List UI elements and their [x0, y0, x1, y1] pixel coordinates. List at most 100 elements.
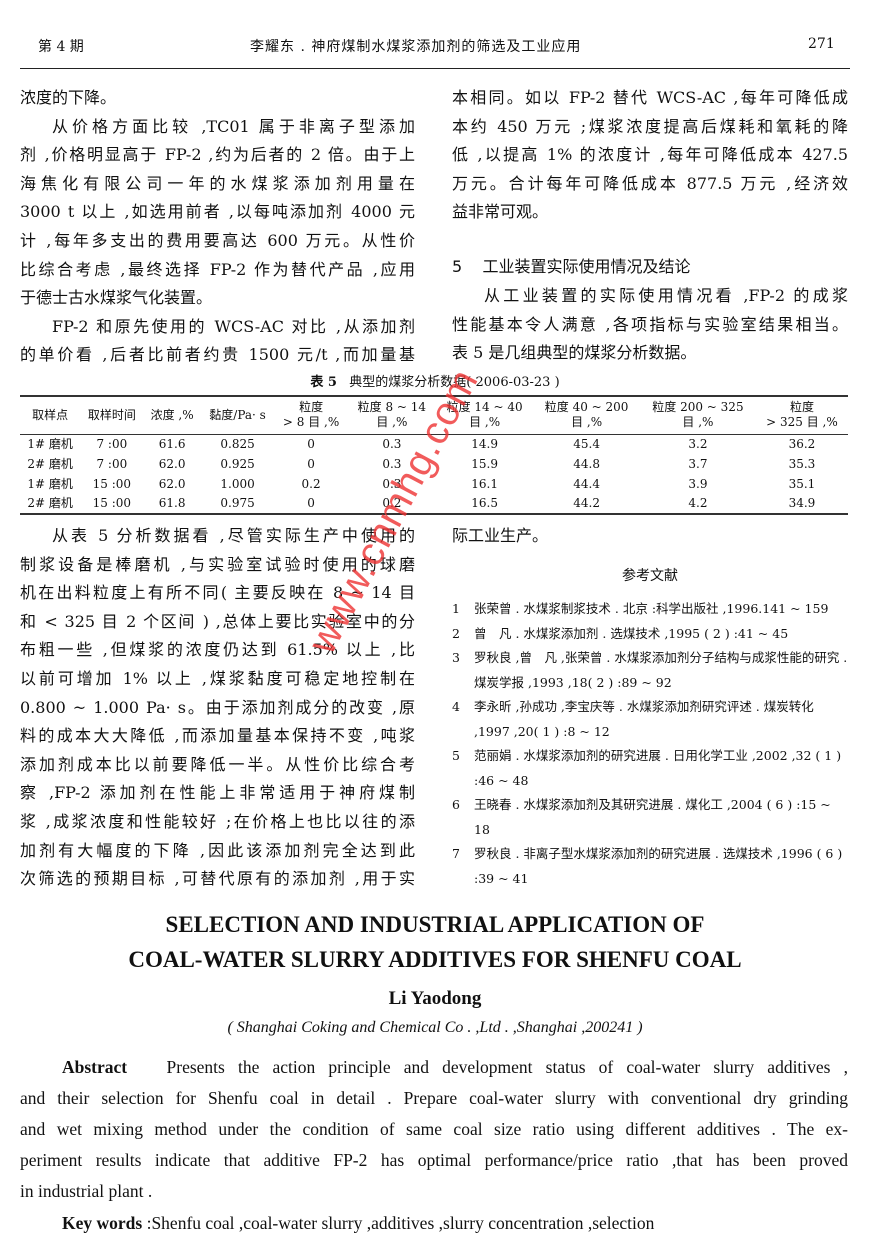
- table-cell: 4.2: [688, 496, 708, 510]
- table-cell: 7 :00: [96, 436, 128, 451]
- english-author: Li Yaodong: [388, 988, 482, 1009]
- table-cell: 14.9: [471, 436, 498, 451]
- table-cell: 2# 磨机: [27, 456, 73, 471]
- coal-slurry-table: 取样点 取样时间 浓度 ,% 黏度/Pa· s 粒度 > 8 目 ,% 粒度 8 ~ 14 目…: [20, 395, 848, 515]
- text-line: 料的成本大大降低 ,而添加量基本保持不变 ,吨浆: [20, 726, 415, 746]
- text-line: 从表 5 分析数据看 ,尽管实际生产中使用的: [52, 526, 415, 545]
- table-cell: 0: [307, 456, 315, 471]
- text-line: 的单价看 ,后者比前者约贵 1500 元/t ,而加量基: [20, 345, 415, 365]
- text-line: 剂 ,价格明显高于 FP-2 ,约为后者的 2 倍。由于上: [20, 145, 415, 165]
- table-cell: 16.1: [471, 476, 498, 491]
- reference-item: 3 罗秋良 ,曾 凡 ,张荣曾 . 水煤浆添加剂分子结构与成浆性能的研究 . 煤炭…: [452, 650, 848, 690]
- table-cell: 7 :00: [96, 456, 128, 471]
- column-header: 粒度 200 ~ 325 目 ,%: [652, 400, 744, 430]
- text-line: 布粗一些 ,但煤浆的浓度仍达到 61.5% 以上 ,比: [20, 640, 415, 660]
- text-line: 次筛选的预期目标 ,可替代原有的添加剂 ,用于实: [20, 869, 415, 889]
- reference-item: 1 张荣曾 . 水煤浆制浆技术 . 北京 :科学出版社 ,1996.141 ~ 1…: [452, 601, 829, 616]
- column-header: 粒度 14 ~ 40 目 ,%: [446, 400, 523, 430]
- running-title: 李耀东 . 神府煤制水煤浆添加剂的筛选及工业应用: [250, 39, 582, 55]
- column-header: 取样时间: [87, 407, 136, 422]
- table-cell: 1# 磨机: [27, 476, 73, 491]
- column-header: 粒度 > 325 目 ,%: [766, 400, 838, 430]
- text-line: 加剂有大幅度的下降 ,因此该添加剂完全达到此: [20, 840, 415, 860]
- table-cell: 3.7: [688, 456, 708, 471]
- table-cell: 62.0: [158, 456, 186, 471]
- text-line: 海焦化有限公司一年的水煤浆添加剂用量在: [20, 173, 415, 193]
- references-title: 参考文献: [622, 568, 678, 584]
- table-cell: 44.2: [573, 496, 600, 510]
- table-cell: 16.5: [471, 496, 498, 510]
- table-cell: 0.3: [382, 456, 402, 471]
- text-line: 性能基本令人满意 ,各项指标与实验室结果相当。: [452, 314, 848, 334]
- table-row: 2# 磨机 15 :00 61.8 0.975 0 0.2 16.5 44.2 4.2 34.9: [20, 494, 848, 514]
- table-cell: 15 :00: [92, 476, 132, 491]
- table-caption: 表 5 典型的煤浆分析数据( 2006-03-23 ): [310, 375, 560, 390]
- left-column-bottom: 从表 5 分析数据看 ,尽管实际生产中使用的制浆设备是棒磨机 ,与实验室试验时使…: [20, 522, 415, 894]
- table-cell: 1# 磨机: [27, 436, 73, 451]
- table-cell: 0.925: [220, 456, 255, 471]
- table-cell: 0.3: [382, 436, 402, 451]
- table-cell: 45.4: [573, 436, 600, 451]
- english-title-line2: COAL-WATER SLURRY ADDITIVES FOR SHENFU C…: [128, 947, 742, 972]
- text-line: 3000 t 以上 ,如选用前者 ,以每吨添加剂 4000 元: [20, 202, 415, 222]
- column-header: 粒度 8 ~ 14 目 ,%: [357, 400, 427, 430]
- text-line: 低 ,以提高 1% 的浓度计 ,每年可降低成本 427.5: [452, 145, 848, 165]
- english-keywords: Key words :Shenfu coal ,coal-water slurr…: [62, 1213, 655, 1233]
- reference-item: 7 罗秋良 . 非离子型水煤浆添加剂的研究进展 . 选煤技术 ,1996 ( 6 …: [452, 846, 843, 886]
- text-line: 和 < 325 目 2 个区间 ) ,总体上要比实验室中的分: [20, 611, 415, 631]
- table-cell: 1.000: [220, 476, 255, 491]
- reference-item: 5 范丽娟 . 水煤浆添加剂的研究进展 . 日用化学工业 ,2002 ,32 ( …: [452, 748, 842, 788]
- table-cell: 15 :00: [92, 496, 132, 510]
- text-line: 添加剂成本比以前要降低一半。从性价比综合考: [20, 754, 415, 774]
- text-line: 浓度的下降。: [20, 88, 117, 107]
- section-5-body: 从工业装置的实际使用情况看 ,FP-2 的成浆性能基本令人满意 ,各项指标与实验…: [452, 282, 848, 368]
- table-cell: 0.3: [382, 476, 402, 491]
- right-column-bottom: 际工业生产。: [452, 526, 549, 545]
- table-cell: 3.9: [688, 476, 708, 491]
- text-line: 从价格方面比较 ,TC01 属于非离子型添加: [52, 116, 415, 136]
- text-line: 于德士古水煤浆气化装置。: [20, 288, 213, 308]
- column-header: 粒度 > 8 目 ,%: [282, 400, 340, 430]
- table-header-row: 取样点 取样时间 浓度 ,% 黏度/Pa· s 粒度 > 8 目 ,% 粒度 8 ~ 14 目…: [20, 396, 848, 434]
- table-cell: 0.2: [301, 476, 321, 491]
- text-line: 益非常可观。: [452, 202, 549, 222]
- column-header: 取样点: [32, 407, 69, 422]
- text-line: 本相同。如以 FP-2 替代 WCS-AC ,每年可降低成: [452, 88, 848, 107]
- table-row: 1# 磨机 7 :00 61.6 0.825 0 0.3 14.9 45.4 3.2 36.2: [20, 434, 848, 454]
- abstract-line: periment results indicate that additive …: [20, 1150, 848, 1170]
- table-cell: 0.975: [220, 496, 255, 510]
- text-line: 制浆设备是棒磨机 ,与实验室试验时使用的球磨: [20, 554, 415, 574]
- header-rule: [20, 68, 850, 69]
- english-title-line1: SELECTION AND INDUSTRIAL APPLICATION OF: [165, 912, 705, 937]
- english-affiliation: ( Shanghai Coking and Chemical Co . ,Ltd…: [227, 1019, 643, 1036]
- table-cell: 0: [307, 496, 315, 510]
- table-row: 2# 磨机 7 :00 62.0 0.925 0 0.3 15.9 44.8 3.7 35.3: [20, 454, 848, 474]
- column-header: 粒度 40 ~ 200 目 ,%: [544, 400, 629, 430]
- column-header: 浓度 ,%: [150, 407, 194, 422]
- table-cell: 61.8: [158, 496, 186, 510]
- text-line: 察 ,FP-2 添加剂在性能上非常适用于神府煤制: [20, 783, 415, 803]
- text-line: 计 ,每年多支出的费用要高达 600 万元。从性价: [20, 230, 415, 250]
- english-abstract: Abstract Presents the action principle a…: [20, 1052, 848, 1207]
- text-line: 本约 450 万元 ;煤浆浓度提高后煤耗和氧耗的降: [452, 116, 848, 136]
- column-header: 黏度/Pa· s: [209, 407, 266, 422]
- table-cell: 44.8: [573, 456, 600, 471]
- section-5-heading: 5 工业装置实际使用情况及结论: [452, 257, 691, 276]
- table-cell: 62.0: [158, 476, 186, 491]
- text-line: 从工业装置的实际使用情况看 ,FP-2 的成浆: [484, 286, 848, 305]
- reference-item: 4 李永昕 ,孙成功 ,李宝庆等 . 水煤浆添加剂研究评述 . 煤炭转化 ,199…: [452, 699, 814, 739]
- reference-item: 6 王晓春 . 水煤浆添加剂及其研究进展 . 煤化工 ,2004 ( 6 ) :1…: [452, 797, 831, 837]
- table-row: 1# 磨机 15 :00 62.0 1.000 0.2 0.3 16.1 44.4 3.9 35.…: [20, 474, 848, 494]
- text-line: FP-2 和原先使用的 WCS-AC 对比 ,从添加剂: [52, 316, 415, 336]
- table-cell: 2# 磨机: [27, 496, 73, 510]
- text-line: 0.800 ~ 1.000 Pa· s。由于添加剂成分的改变 ,原: [20, 697, 415, 717]
- table-cell: 61.6: [158, 436, 186, 451]
- abstract-line: and wet mixing method under the conditio…: [20, 1119, 848, 1139]
- issue-number: 第 4 期: [38, 39, 84, 55]
- references-list: 1 张荣曾 . 水煤浆制浆技术 . 北京 :科学出版社 ,1996.141 ~ 1…: [452, 597, 848, 891]
- table-cell: 0.2: [382, 496, 402, 510]
- text-line: 以前可增加 1% 以上 ,煤浆黏度可稳定地控制在: [20, 668, 415, 688]
- table-cell: 35.3: [788, 456, 816, 471]
